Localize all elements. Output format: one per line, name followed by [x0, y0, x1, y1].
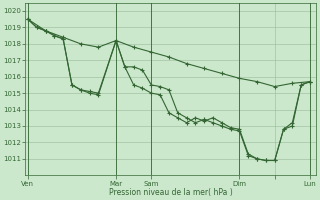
X-axis label: Pression niveau de la mer( hPa ): Pression niveau de la mer( hPa ) — [108, 188, 232, 197]
